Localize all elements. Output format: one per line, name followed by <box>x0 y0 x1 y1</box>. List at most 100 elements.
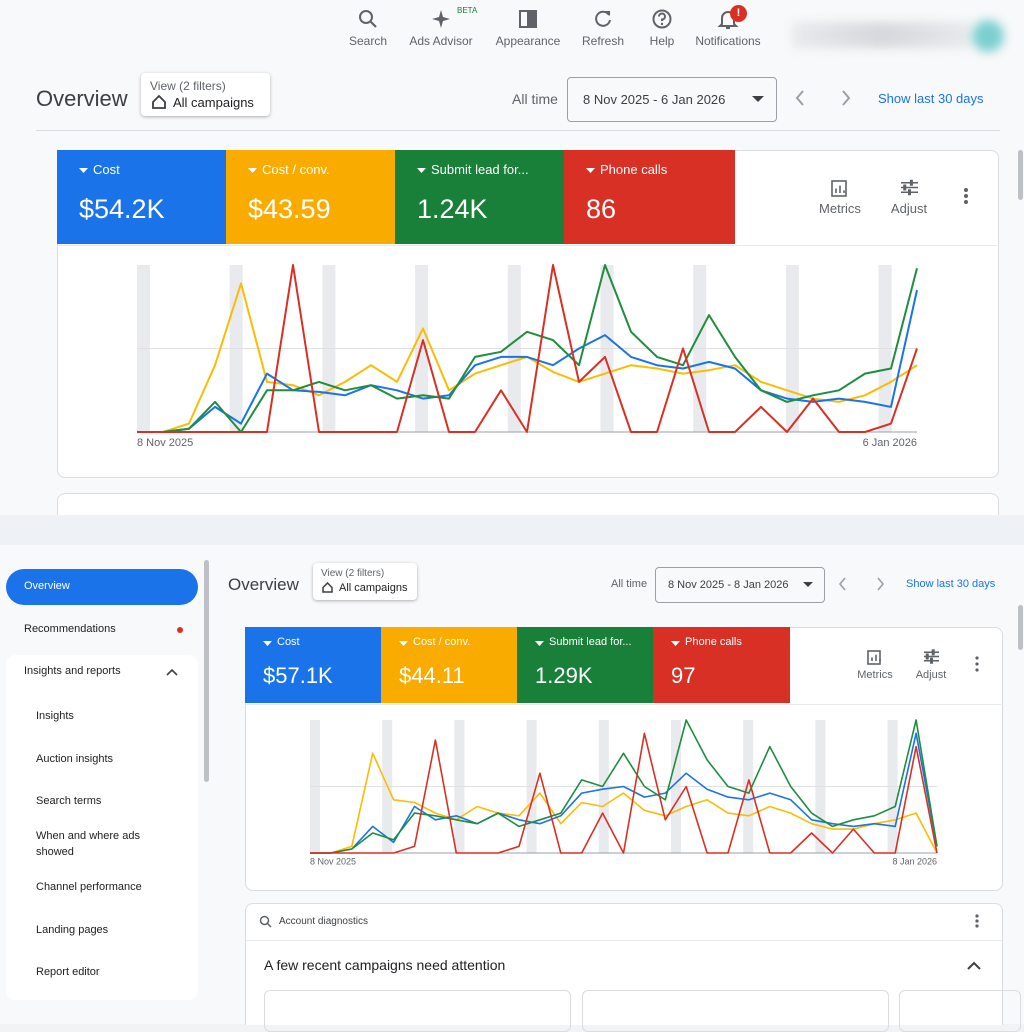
action-button[interactable]: Metrics <box>853 648 897 681</box>
metric-value: 97 <box>671 663 696 688</box>
toolbar-help[interactable]: Help <box>617 8 707 48</box>
metric-value: $57.1K <box>263 663 333 688</box>
nav-sub-item[interactable]: When and where ads showed <box>36 830 140 858</box>
metric-tile[interactable]: Phone calls 86 <box>564 150 735 244</box>
icon-knob <box>925 653 929 660</box>
toolbar-label: Notifications <box>695 34 761 48</box>
metric-tile[interactable]: Cost / conv. $44.11 <box>381 627 517 703</box>
metric-tile[interactable]: Cost / conv. $43.59 <box>226 150 395 244</box>
icon-frame <box>830 180 847 197</box>
toolbar-search[interactable]: Search <box>323 8 413 48</box>
metric-tile[interactable]: Phone calls 97 <box>653 627 790 703</box>
action-label: Adjust <box>890 201 928 216</box>
icon-bars <box>834 185 845 193</box>
range-label: All time <box>512 91 558 107</box>
adjust-icon <box>900 179 918 196</box>
toolbar-label: Appearance <box>495 34 561 48</box>
toolbar-refresh[interactable]: Refresh <box>558 8 648 48</box>
toolbar-label: Ads Advisor <box>409 34 473 48</box>
toolbar-notifications[interactable]: Notifications <box>683 8 773 48</box>
home-icon <box>322 582 333 593</box>
sparkle-icon <box>432 10 450 28</box>
triangle <box>671 641 680 646</box>
metric-name: Cost / conv. <box>413 636 471 649</box>
search-icon <box>359 10 377 28</box>
metric-name: Submit lead for... <box>431 162 529 178</box>
nav-sub-item[interactable]: Channel performance <box>36 881 142 893</box>
tile-dropdown <box>417 168 426 173</box>
nav-item-active[interactable]: Overview <box>6 569 198 605</box>
triangle <box>79 168 88 173</box>
account-blurred <box>792 22 972 48</box>
action-button[interactable]: Adjust <box>886 178 932 216</box>
toolbar-label: Help <box>649 34 675 48</box>
icon-knob <box>931 649 935 656</box>
next-arrow[interactable] <box>875 577 885 591</box>
metric-value: $44.11 <box>399 663 465 688</box>
panel-gap <box>0 515 1024 545</box>
scrollbar <box>1018 150 1023 200</box>
show-last-link[interactable]: Show last 30 days <box>878 91 984 106</box>
metric-tile[interactable]: Submit lead for... 1.24K <box>395 150 564 244</box>
toolbar-label: Search <box>348 34 388 48</box>
scrollbar <box>1018 605 1023 650</box>
action-button[interactable]: Metrics <box>817 178 863 216</box>
metric-name: Submit lead for... <box>549 636 632 649</box>
filter-button[interactable]: View (2 filters) All campaigns <box>313 563 417 600</box>
diagnostics-title: Account diagnostics <box>279 916 368 927</box>
kebab-menu[interactable] <box>975 914 979 928</box>
triangle <box>399 641 408 646</box>
filter-caption: View (2 filters) <box>150 79 226 93</box>
nav-item[interactable]: Insights and reports <box>24 665 121 677</box>
nav-item[interactable]: Recommendations <box>24 623 116 635</box>
metric-tile[interactable]: Submit lead for... 1.29K <box>517 627 653 703</box>
date-picker[interactable]: 8 Nov 2025 - 6 Jan 2026 <box>567 77 777 122</box>
date-range: 8 Nov 2025 - 8 Jan 2026 <box>668 579 789 591</box>
page-title: Overview <box>228 575 299 594</box>
metric-value: 86 <box>586 194 617 224</box>
nav-sub-item[interactable]: Landing pages <box>36 924 109 936</box>
home-icon <box>152 95 166 109</box>
date-picker[interactable]: 8 Nov 2025 - 8 Jan 2026 <box>655 567 825 603</box>
diagnostics-icon <box>259 915 272 928</box>
icon-knob <box>909 179 913 186</box>
nav-sub-item[interactable]: Search terms <box>36 795 102 807</box>
action-button[interactable]: Adjust <box>909 648 953 681</box>
notification-badge: ! <box>730 5 747 22</box>
metric-name: Cost <box>277 636 300 649</box>
toolbar-ads-advisor[interactable]: Ads Advisor <box>396 8 486 48</box>
appearance-icon <box>519 10 537 28</box>
collapse-chevron[interactable] <box>967 961 981 970</box>
tile-dropdown <box>79 168 88 173</box>
metric-name: Cost <box>93 162 120 178</box>
next-arrow[interactable] <box>840 89 852 107</box>
toolbar-appearance[interactable]: Appearance <box>483 8 573 48</box>
metric-name: Cost / conv. <box>262 162 330 178</box>
metrics-icon <box>830 180 847 197</box>
toolbar-label: Refresh <box>581 34 625 48</box>
nav-sub-item[interactable]: Insights <box>36 710 74 722</box>
action-label: Adjust <box>915 669 947 681</box>
icon-bars <box>870 654 881 661</box>
prev-arrow[interactable] <box>794 89 806 107</box>
filter-button[interactable]: View (2 filters) All campaigns <box>141 73 270 116</box>
nav-sub-item[interactable]: Auction insights <box>36 753 114 765</box>
nav-sub-item[interactable]: Report editor <box>36 966 100 978</box>
metric-tile[interactable]: Cost $57.1K <box>245 627 381 703</box>
chevron <box>166 668 178 676</box>
diagnostics-card: Account diagnostics A few recent campaig… <box>245 903 1021 1032</box>
separator <box>36 130 1000 131</box>
prev-arrow[interactable] <box>838 577 848 591</box>
tile-dropdown <box>535 641 544 646</box>
expand-chevron[interactable] <box>166 668 178 676</box>
page-title: Overview <box>36 86 128 111</box>
show-last-link[interactable]: Show last 30 days <box>906 578 996 590</box>
icon-knob <box>907 189 911 196</box>
action-label: Metrics <box>819 201 861 216</box>
metric-value: $43.59 <box>248 194 331 224</box>
beta-tag: BETA <box>457 6 478 15</box>
metric-name: Phone calls <box>685 636 742 649</box>
metric-tile[interactable]: Cost $54.2K <box>57 150 226 244</box>
sidebar-submenu-bg <box>6 655 198 1000</box>
